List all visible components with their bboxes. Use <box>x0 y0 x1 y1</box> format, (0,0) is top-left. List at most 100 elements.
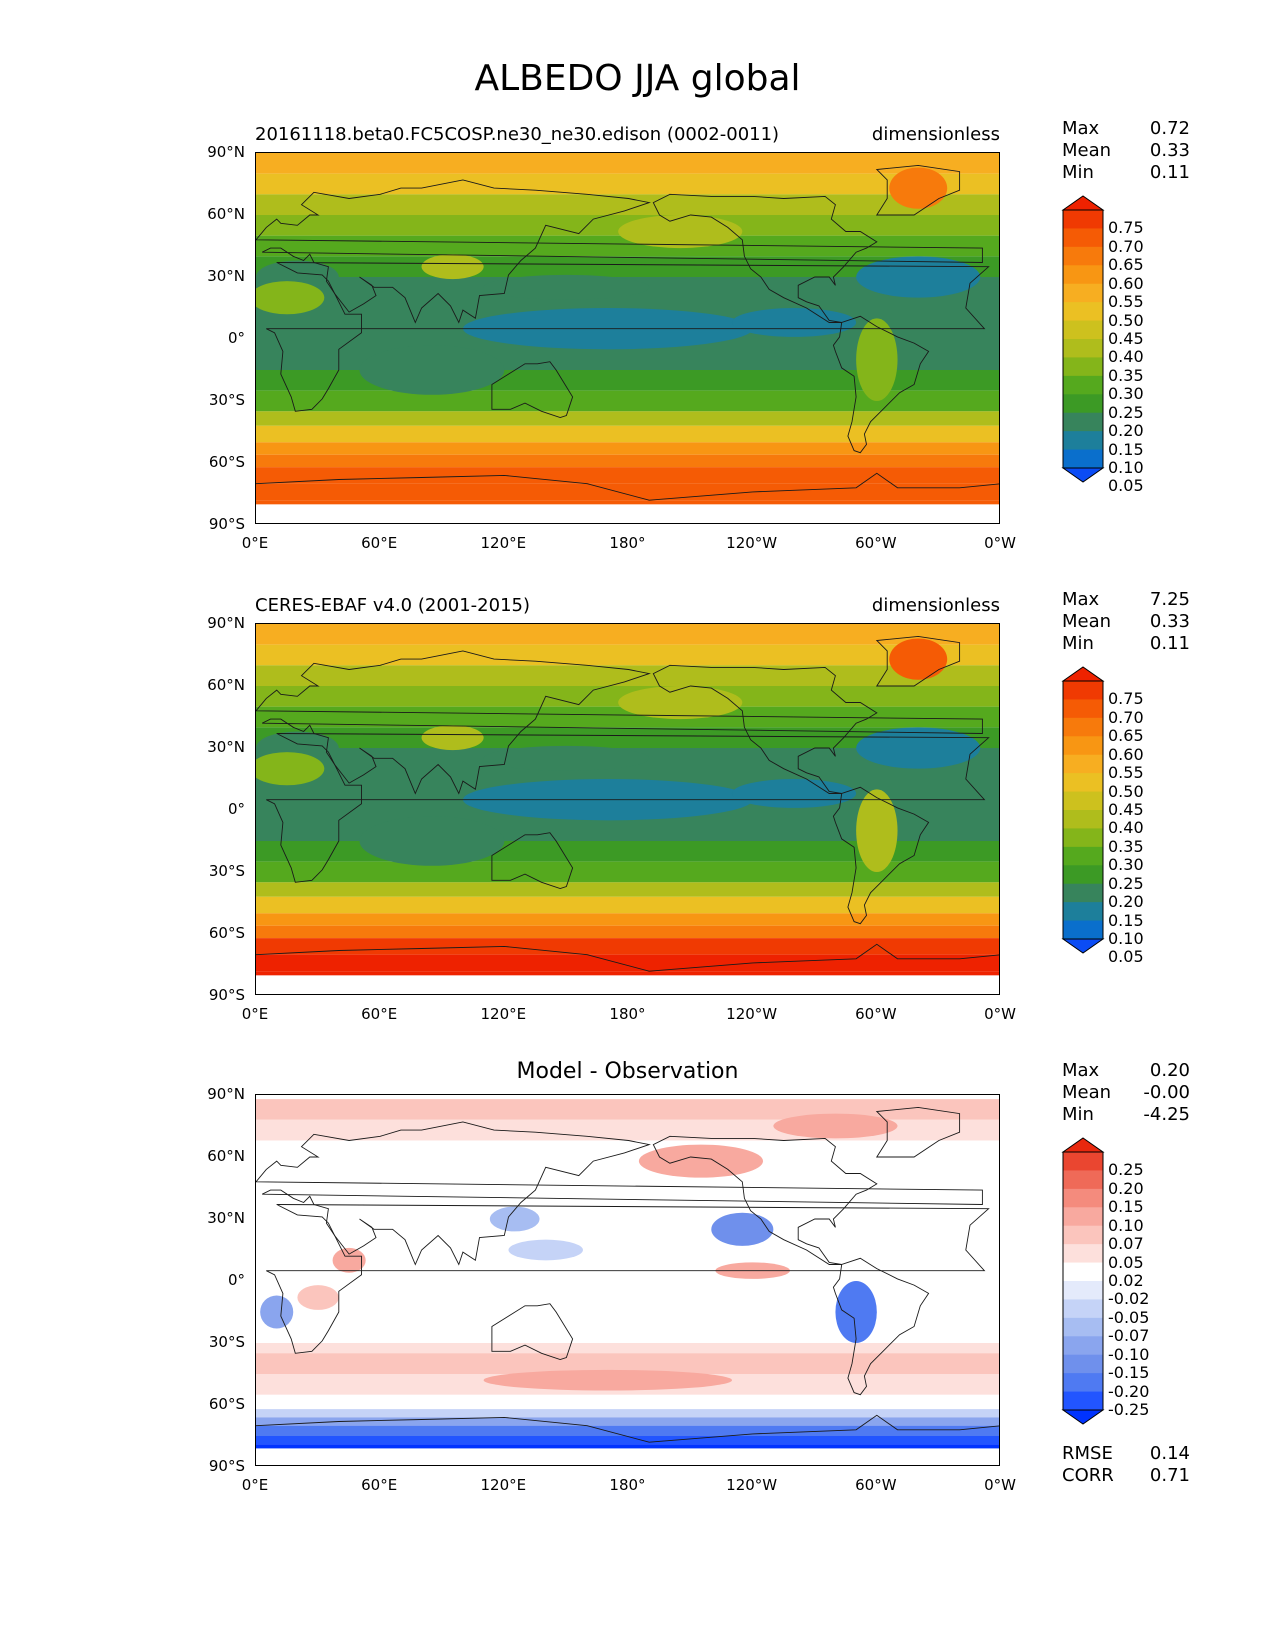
colorbar-tick-label: 0.65 <box>1108 726 1144 746</box>
coastline <box>256 179 983 324</box>
lon-tick-label: 0°E <box>241 1005 269 1023</box>
colorbar-segment <box>1063 1281 1103 1300</box>
zonal-band <box>256 971 999 976</box>
colorbar-segment <box>1063 865 1103 885</box>
colorbar-segment <box>1063 1391 1103 1411</box>
coastline <box>875 635 961 687</box>
colorbar-tick-label: 0.02 <box>1108 1271 1144 1290</box>
panel2-colorbar <box>1061 666 1105 954</box>
stat-value: 0.33 <box>1149 611 1190 632</box>
zonal-band <box>256 425 999 443</box>
colorbar-segment <box>1063 357 1103 377</box>
colorbar-tick-label: 0.15 <box>1108 439 1144 459</box>
coastline <box>256 943 999 972</box>
pos-patch <box>332 1247 366 1273</box>
zonal-band <box>256 1425 999 1436</box>
lon-tick-label: 0°W <box>984 1476 1016 1494</box>
figure-title: ALBEDO JJA global <box>474 58 801 99</box>
coastline <box>266 1204 990 1354</box>
colorbar-tick-label: 0.05 <box>1108 476 1144 496</box>
colorbar-segment <box>1063 1336 1103 1356</box>
panel3-map-svg <box>256 1095 999 1465</box>
zonal-band <box>256 442 999 455</box>
greenland-ice <box>889 167 948 209</box>
colorbar-tick-label: 0.20 <box>1108 892 1144 912</box>
colorbar-segment <box>1063 810 1103 829</box>
lat-tick-label: 30°N <box>207 267 245 285</box>
lon-tick-label: 0°W <box>984 1005 1016 1023</box>
colorbar-frame <box>1062 680 1104 940</box>
colorbar-tick-label: 0.25 <box>1108 1160 1144 1180</box>
lat-tick-label: 0° <box>227 800 245 818</box>
colorbar-extend-bottom <box>1061 938 1105 954</box>
lon-tick-label: 60°W <box>855 534 897 552</box>
colorbar-segment <box>1063 394 1103 414</box>
panel2-title-left: CERES-EBAF v4.0 (2001-2015) <box>255 595 531 616</box>
lat-tick-label: 90°N <box>207 143 245 161</box>
stat-label: Min <box>1062 1104 1094 1125</box>
colorbar-tick-label: -0.05 <box>1108 1307 1150 1327</box>
plateau-patch <box>421 725 484 751</box>
lat-tick-label: 60°N <box>207 676 245 694</box>
colorbar-tick-label: 0.75 <box>1108 218 1144 238</box>
lat-tick-label: 0° <box>227 329 245 347</box>
colorbar-segment <box>1063 1188 1103 1208</box>
coastline <box>266 262 990 412</box>
colorbar-segment <box>1063 320 1103 340</box>
colorbar-segment <box>1063 1244 1103 1264</box>
coastline <box>875 1106 961 1158</box>
pos-patch <box>638 1144 764 1178</box>
colorbar-segment <box>1063 791 1103 811</box>
colorbar-segment <box>1063 431 1103 451</box>
zonal-band <box>256 194 999 215</box>
stat-label: Max <box>1062 1060 1100 1081</box>
stat-label: Mean <box>1062 1082 1112 1103</box>
lon-tick-label: 120°W <box>726 534 778 552</box>
coastline <box>832 1257 930 1396</box>
colorbar-tick-label: 0.60 <box>1108 273 1144 293</box>
colorbar-tick-label: 0.10 <box>1108 458 1144 477</box>
colorbar-tick-label: 0.25 <box>1108 402 1144 422</box>
colorbar-extend-top <box>1061 1137 1105 1153</box>
zonal-band <box>256 896 999 914</box>
colorbar-segment <box>1063 375 1103 395</box>
lat-tick-label: 90°S <box>208 515 245 533</box>
lon-tick-label: 0°E <box>241 1476 269 1494</box>
stat-label: Max <box>1062 589 1100 610</box>
zonal-band <box>256 483 999 501</box>
zonal-band <box>256 390 999 412</box>
cloud-patch <box>618 686 743 720</box>
zonal-band <box>256 644 999 666</box>
ocean-patch <box>359 816 505 866</box>
panel2-stats: Max 7.25 Mean 0.33 Min 0.11 <box>1062 589 1190 655</box>
colorbar-tick-label: 0.70 <box>1108 236 1144 256</box>
colorbar-tick-label: 0.07 <box>1108 1234 1144 1254</box>
stat-value: 0.11 <box>1149 633 1190 654</box>
coastline <box>491 1303 574 1360</box>
coastline <box>875 164 961 216</box>
colorbar-tick-label: 0.10 <box>1108 1215 1144 1235</box>
stat-label: Mean <box>1062 611 1112 632</box>
lon-tick-label: 120°W <box>726 1476 778 1494</box>
background <box>256 1095 999 1465</box>
zonal-band <box>256 925 999 939</box>
lon-tick-label: 120°E <box>480 1476 527 1494</box>
colorbar-tick-label: 0.60 <box>1108 744 1144 764</box>
coastline <box>652 664 878 794</box>
coastline <box>491 832 574 889</box>
colorbar-tick-label: 0.05 <box>1108 947 1144 967</box>
panel3-stats: Max 0.20 Mean -0.00 Min -4.25 <box>1062 1060 1190 1126</box>
stat-value: 0.72 <box>1149 118 1190 139</box>
colorbar-tick-label: 0.20 <box>1108 1178 1144 1198</box>
colorbar-tick-label: 0.15 <box>1108 1197 1144 1217</box>
stat-label: Min <box>1062 162 1094 183</box>
colorbar-tick-label: 0.35 <box>1108 365 1144 385</box>
neg-patch <box>489 1206 540 1232</box>
cloud-patch <box>618 215 743 249</box>
lat-tick-label: 60°S <box>208 924 245 942</box>
colorbar-segment <box>1063 1354 1103 1374</box>
zonal-band <box>256 954 999 972</box>
zonal-band <box>256 861 999 883</box>
colorbar-tick-label: 0.40 <box>1108 347 1144 367</box>
colorbar-tick-label: -0.02 <box>1108 1289 1150 1309</box>
